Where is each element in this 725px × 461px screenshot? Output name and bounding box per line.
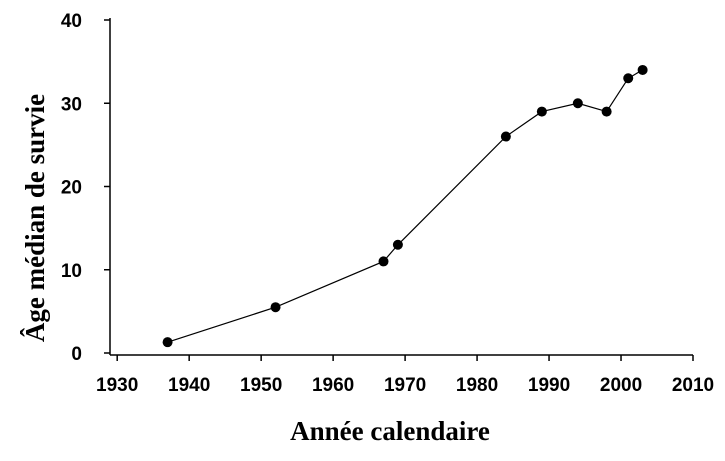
point [637,64,648,75]
y-tick-label: 20 [61,178,82,199]
line [167,69,643,343]
x-tick-label: 1980 [456,375,498,396]
x-tick-label: 1990 [528,375,570,396]
y-tick-label: 40 [61,11,82,32]
x-tick-label: 2010 [672,375,714,396]
point [572,98,583,109]
x-axis-title: Année calendaire [290,416,490,446]
y-tick-label: 30 [61,94,82,115]
x-tick-label: 1930 [96,375,138,396]
point [536,106,547,117]
point [623,73,634,84]
y-tick-label: 0 [71,344,82,365]
point [500,131,511,142]
x-tick-label: 1970 [384,375,426,396]
y-axis-title: Âge médian de survie [20,94,50,342]
point [162,337,173,348]
point [392,239,403,250]
x-tick-label: 1940 [168,375,210,396]
point [601,106,612,117]
y-tick-label: 10 [61,261,82,282]
x-tick-label: 1950 [240,375,282,396]
x-tick-label: 2000 [600,375,642,396]
point [378,256,389,267]
x-tick-label: 1960 [312,375,354,396]
point [270,302,281,313]
